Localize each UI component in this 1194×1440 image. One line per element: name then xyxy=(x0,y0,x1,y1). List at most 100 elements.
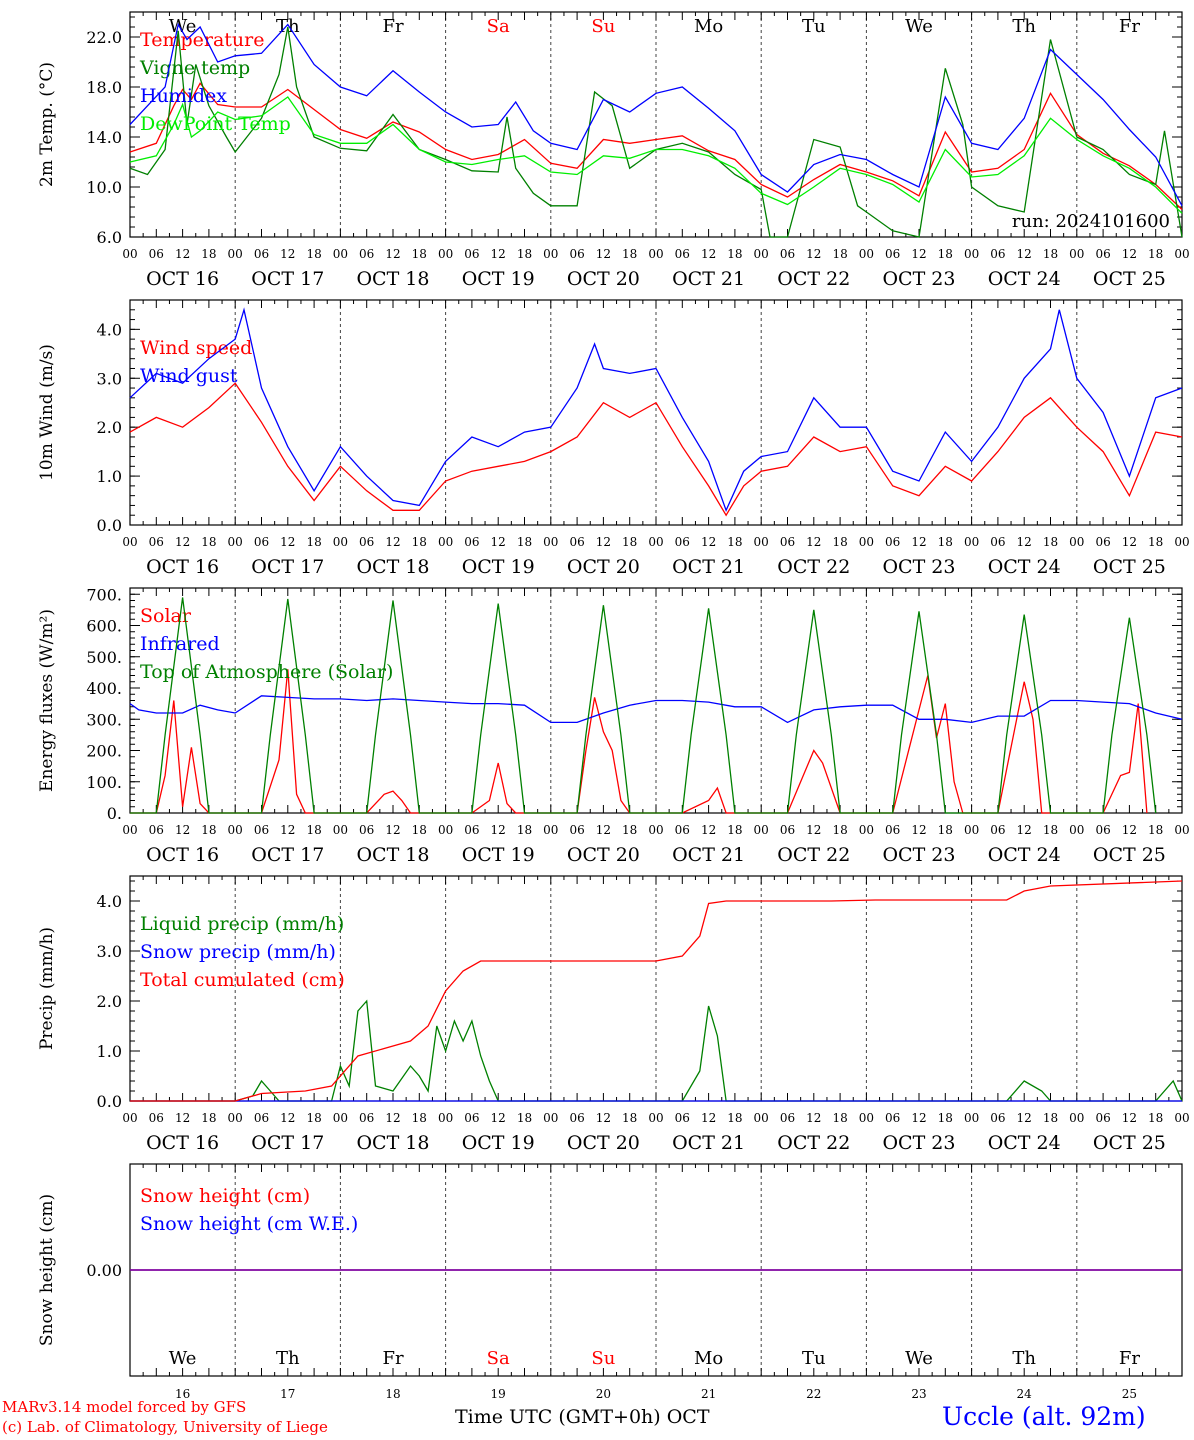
hour-tick-label: 12 xyxy=(596,535,611,549)
hour-tick-label: 12 xyxy=(1122,1111,1137,1125)
hour-tick-label: 06 xyxy=(464,535,479,549)
date-label: OCT 19 xyxy=(462,844,535,866)
date-label: OCT 25 xyxy=(1093,1132,1166,1154)
hour-tick-label: 06 xyxy=(254,247,269,261)
hour-tick-label: 00 xyxy=(859,1111,874,1125)
day-number-label: 21 xyxy=(701,1387,716,1401)
panel-3: 0. 100. 200. 300. 400. 500. 600. 700. Energy flu… xyxy=(37,585,1190,866)
day-number-label: 17 xyxy=(280,1387,295,1401)
date-label: OCT 17 xyxy=(251,844,324,866)
series-line xyxy=(129,695,1183,724)
series-line xyxy=(130,880,1183,1102)
date-label: OCT 16 xyxy=(146,1132,219,1154)
hour-tick-label: 06 xyxy=(149,535,164,549)
hour-tick-label: 00 xyxy=(122,1111,137,1125)
legend-entry: Snow height (cm W.E.) xyxy=(140,1213,358,1235)
hour-tick-label: 06 xyxy=(254,823,269,837)
date-label: OCT 16 xyxy=(146,556,219,578)
hour-tick-label: 18 xyxy=(306,247,321,261)
hour-tick-label: 12 xyxy=(1122,823,1137,837)
hour-tick-label: 18 xyxy=(832,535,847,549)
hour-tick-label: 18 xyxy=(1043,823,1058,837)
hour-tick-label: 18 xyxy=(1148,247,1163,261)
hour-tick-label: 00 xyxy=(964,535,979,549)
hour-tick-label: 18 xyxy=(727,247,742,261)
hour-tick-label: 18 xyxy=(1043,1111,1058,1125)
hour-tick-label: 18 xyxy=(1148,535,1163,549)
hour-tick-label: 00 xyxy=(122,823,137,837)
date-label: OCT 23 xyxy=(882,268,955,290)
hour-tick-label: 18 xyxy=(1148,823,1163,837)
hour-tick-label: 12 xyxy=(175,1111,190,1125)
hour-tick-label: 00 xyxy=(964,823,979,837)
hour-tick-label: 18 xyxy=(306,823,321,837)
y-tick-label: 10.0 xyxy=(86,178,122,197)
day-number-label: 25 xyxy=(1122,1387,1137,1401)
hour-tick-label: 06 xyxy=(254,1111,269,1125)
day-number-label: 20 xyxy=(596,1387,611,1401)
hour-tick-label: 12 xyxy=(280,535,295,549)
day-name: Th xyxy=(276,1348,300,1369)
legend-entry: Temperature xyxy=(140,29,264,51)
hour-tick-label: 00 xyxy=(1174,535,1189,549)
date-label: OCT 18 xyxy=(356,556,429,578)
series-line xyxy=(129,307,1183,513)
hour-tick-label: 12 xyxy=(701,1111,716,1125)
hour-tick-label: 12 xyxy=(1017,823,1032,837)
hour-tick-label: 18 xyxy=(727,823,742,837)
hour-tick-label: 00 xyxy=(1174,247,1189,261)
day-name: Sa xyxy=(487,16,510,37)
hour-tick-label: 18 xyxy=(832,1111,847,1125)
hour-tick-label: 06 xyxy=(990,823,1005,837)
date-label: OCT 18 xyxy=(356,268,429,290)
hour-tick-label: 00 xyxy=(754,247,769,261)
y-axis-label: Snow height (cm) xyxy=(37,1194,57,1346)
y-tick-label: 14.0 xyxy=(86,128,122,147)
y-tick-label: 700. xyxy=(86,585,122,604)
hour-tick-label: 06 xyxy=(885,535,900,549)
date-label: OCT 20 xyxy=(567,268,640,290)
hour-tick-label: 12 xyxy=(491,823,506,837)
y-tick-label: 0.0 xyxy=(97,1092,122,1111)
hour-tick-label: 00 xyxy=(228,823,243,837)
day-name: Su xyxy=(591,16,615,37)
y-tick-label: 18.0 xyxy=(86,78,122,97)
day-number-label: 23 xyxy=(911,1387,926,1401)
hour-tick-label: 18 xyxy=(306,1111,321,1125)
hour-tick-label: 06 xyxy=(1095,535,1110,549)
hour-tick-label: 12 xyxy=(596,247,611,261)
hour-tick-label: 12 xyxy=(491,535,506,549)
legend-entry: Total cumulated (cm) xyxy=(140,969,345,991)
station-location: Uccle (alt. 92m) xyxy=(942,1402,1146,1431)
hour-tick-label: 12 xyxy=(175,535,190,549)
day-name: We xyxy=(169,1348,197,1369)
hour-tick-label: 00 xyxy=(333,247,348,261)
day-name: Tu xyxy=(802,1348,826,1369)
hour-tick-label: 06 xyxy=(569,247,584,261)
xaxis-title: Time UTC (GMT+0h) OCT xyxy=(455,1406,710,1428)
hour-tick-label: 00 xyxy=(438,535,453,549)
hour-tick-label: 12 xyxy=(280,1111,295,1125)
hour-tick-label: 12 xyxy=(701,535,716,549)
date-label: OCT 20 xyxy=(567,1132,640,1154)
hour-tick-label: 12 xyxy=(701,247,716,261)
hour-tick-label: 00 xyxy=(1174,823,1189,837)
hour-tick-label: 12 xyxy=(491,1111,506,1125)
hour-tick-label: 12 xyxy=(385,247,400,261)
run-annotation: run: 2024101600 xyxy=(1012,211,1170,232)
hour-tick-label: 12 xyxy=(175,823,190,837)
day-name: Mo xyxy=(694,1348,723,1369)
series-line xyxy=(129,22,1183,207)
hour-tick-label: 00 xyxy=(1069,823,1084,837)
hour-tick-label: 06 xyxy=(675,247,690,261)
hour-tick-label: 00 xyxy=(333,1111,348,1125)
hour-tick-label: 00 xyxy=(333,535,348,549)
hour-tick-label: 06 xyxy=(569,535,584,549)
y-tick-label: 2.0 xyxy=(97,418,122,437)
hour-tick-label: 00 xyxy=(228,1111,243,1125)
hour-tick-label: 18 xyxy=(622,535,637,549)
day-number-label: 22 xyxy=(806,1387,821,1401)
hour-tick-label: 12 xyxy=(911,535,926,549)
hour-tick-label: 06 xyxy=(254,535,269,549)
hour-tick-label: 00 xyxy=(438,1111,453,1125)
